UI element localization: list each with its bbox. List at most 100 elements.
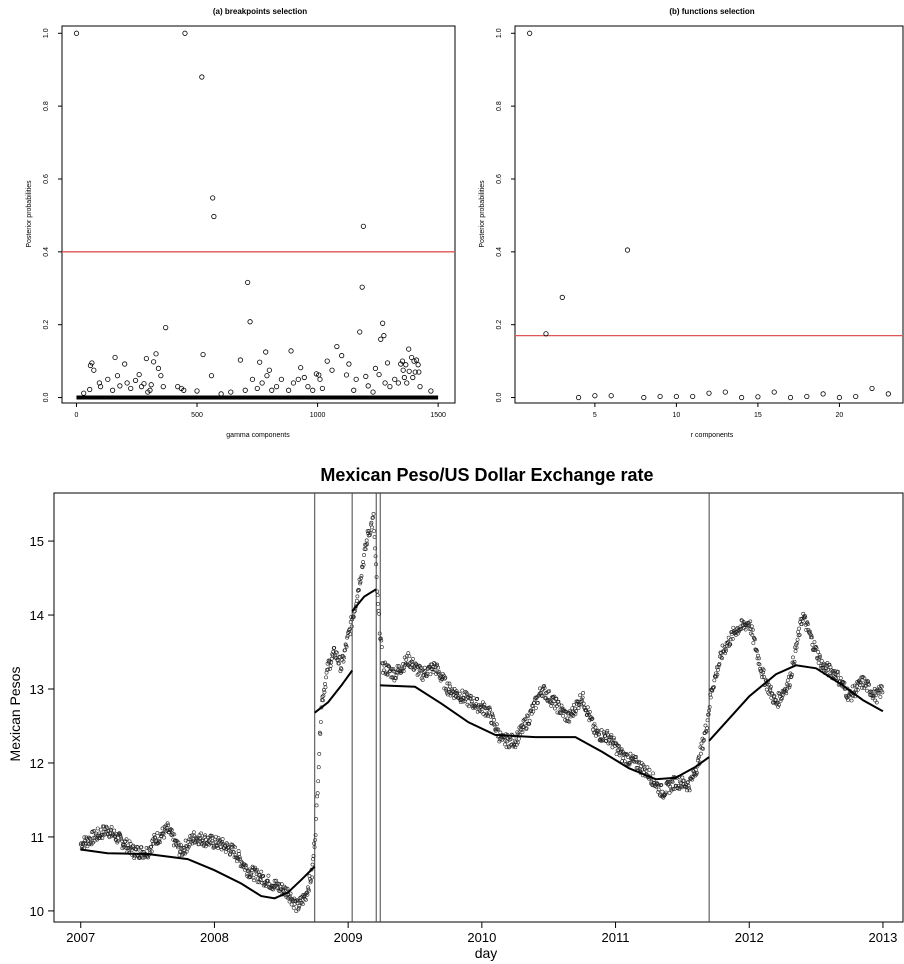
data-point — [160, 384, 166, 390]
observed-point — [711, 685, 716, 690]
data-point — [706, 390, 712, 396]
data-point — [290, 380, 297, 386]
observed-point — [190, 841, 195, 846]
data-point — [324, 358, 330, 364]
observed-point — [749, 624, 754, 629]
data-point — [820, 391, 826, 397]
observed-point — [614, 752, 619, 757]
data-point — [722, 389, 728, 395]
observed-point — [702, 738, 706, 742]
observed-point — [862, 686, 866, 690]
observed-point — [755, 649, 759, 653]
observed-point — [437, 670, 442, 674]
observed-point — [370, 525, 374, 530]
observed-point — [486, 714, 490, 718]
y-tick-label: 15 — [30, 534, 44, 549]
observed-point — [564, 719, 569, 724]
data-point — [153, 351, 159, 357]
observed-point — [358, 580, 363, 584]
data-point — [151, 359, 157, 365]
observed-point — [216, 846, 220, 850]
y-tick-label: 0.0 — [496, 393, 503, 403]
panel-a-plot-area — [62, 30, 455, 400]
observed-point — [645, 765, 650, 770]
observed-point — [520, 730, 525, 735]
observed-point — [494, 722, 499, 727]
observed-point — [581, 701, 586, 706]
panel-c-y-axis: 10 11 12 13 14 15 — [30, 534, 54, 919]
observed-point — [846, 698, 850, 703]
observed-point — [428, 672, 433, 677]
observed-point — [487, 705, 492, 710]
data-point — [210, 195, 216, 201]
data-point — [395, 380, 401, 386]
observed-point — [535, 700, 540, 705]
observed-point — [362, 553, 366, 557]
data-point — [182, 30, 188, 36]
observed-point — [172, 838, 177, 843]
observed-point — [538, 686, 542, 691]
panel-b-plot-area — [515, 30, 903, 401]
observed-point — [412, 667, 416, 672]
observed-point — [227, 852, 232, 857]
observed-point — [180, 845, 185, 850]
observed-point — [663, 792, 667, 797]
observed-point — [424, 674, 429, 679]
observed-point — [821, 666, 826, 671]
observed-point — [789, 674, 794, 679]
observed-point — [529, 708, 534, 713]
observed-point — [305, 892, 310, 897]
x-tick-label: 2007 — [66, 930, 95, 945]
observed-point — [634, 755, 639, 759]
observed-point — [859, 685, 864, 690]
y-tick-label: 10 — [30, 904, 44, 919]
data-point — [543, 331, 549, 337]
data-point — [97, 384, 104, 390]
observed-point — [226, 846, 231, 850]
observed-point — [188, 837, 193, 842]
observed-point — [378, 636, 383, 641]
observed-point — [308, 880, 313, 885]
observed-point — [820, 665, 825, 670]
observed-point — [728, 642, 733, 647]
observed-point — [770, 700, 775, 705]
observed-point — [553, 697, 558, 702]
observed-point — [490, 711, 495, 716]
observed-point — [399, 669, 404, 673]
observed-point — [858, 680, 863, 685]
observed-point — [469, 694, 473, 698]
observed-point — [786, 674, 791, 679]
data-point — [410, 374, 416, 381]
data-point — [411, 358, 417, 364]
observed-point — [355, 594, 360, 599]
observed-point — [178, 849, 183, 854]
observed-point — [171, 843, 176, 848]
y-tick-label: 11 — [31, 830, 45, 845]
observed-point — [252, 878, 256, 883]
observed-point — [632, 759, 637, 764]
observed-point — [351, 614, 356, 619]
observed-point — [330, 653, 335, 658]
observed-point — [182, 846, 187, 850]
observed-point — [559, 711, 563, 716]
observed-point — [118, 833, 123, 838]
observed-point — [96, 836, 101, 840]
observed-point — [526, 714, 531, 718]
panel-b-x-label: r components — [691, 432, 734, 439]
data-point — [163, 324, 169, 331]
data-point — [122, 361, 128, 367]
observed-point — [324, 670, 329, 675]
observed-point — [368, 530, 373, 535]
observed-point — [297, 904, 302, 908]
observed-point — [98, 836, 103, 841]
fitted-curve-segment — [314, 669, 354, 714]
observed-point — [124, 837, 129, 842]
observed-point — [776, 704, 780, 709]
observed-point — [452, 686, 457, 691]
observed-point — [177, 843, 181, 848]
data-point — [242, 387, 248, 393]
observed-point — [593, 725, 598, 730]
data-point — [381, 333, 387, 339]
data-point — [384, 360, 391, 366]
observed-point — [406, 651, 411, 656]
